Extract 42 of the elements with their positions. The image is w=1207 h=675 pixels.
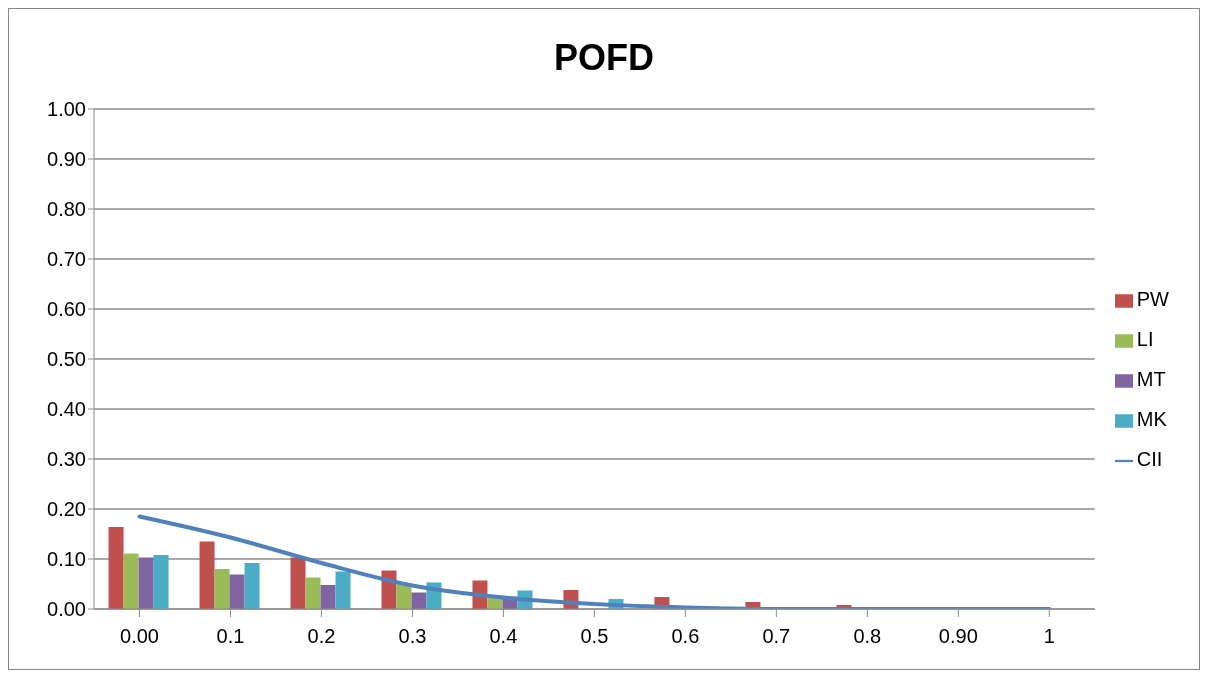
y-tick-label: 0.20 bbox=[47, 498, 86, 521]
bar bbox=[335, 571, 351, 609]
y-tick-label: 0.30 bbox=[47, 448, 86, 471]
x-tick-label: 0.1 bbox=[216, 625, 245, 648]
bar bbox=[305, 577, 321, 609]
bar bbox=[199, 541, 215, 609]
x-tick-label: 0.4 bbox=[489, 625, 518, 648]
bar bbox=[214, 569, 230, 609]
bar bbox=[290, 557, 306, 609]
bar bbox=[123, 553, 139, 609]
y-tick-label: 0.40 bbox=[47, 398, 86, 421]
y-tick-label: 0.60 bbox=[47, 298, 86, 321]
legend-label: PW bbox=[1136, 288, 1169, 310]
y-tick-label: 0.00 bbox=[47, 598, 86, 621]
x-tick-label: 0.3 bbox=[398, 625, 427, 648]
y-tick-label: 0.10 bbox=[47, 548, 86, 571]
legend-label: CII bbox=[1136, 448, 1163, 470]
x-tick-label: 0.7 bbox=[762, 625, 791, 648]
legend-label: MK bbox=[1136, 408, 1167, 430]
x-tick-label: 0.8 bbox=[853, 625, 882, 648]
bar bbox=[244, 563, 260, 609]
legend-label: MT bbox=[1136, 368, 1166, 390]
bar bbox=[153, 555, 169, 609]
bar bbox=[411, 592, 427, 609]
y-tick-label: 0.80 bbox=[47, 198, 86, 221]
x-tick-label: 0.5 bbox=[580, 625, 609, 648]
x-tick-label: 0.6 bbox=[671, 625, 700, 648]
y-tick-label: 0.90 bbox=[47, 148, 86, 171]
line-series bbox=[137, 514, 1052, 609]
y-tick-label: 0.70 bbox=[47, 248, 86, 271]
bar bbox=[138, 557, 154, 609]
bar bbox=[320, 585, 336, 609]
x-tick-label: 0.00 bbox=[120, 625, 159, 648]
bar bbox=[229, 574, 245, 609]
y-tick-label: 0.50 bbox=[47, 348, 86, 371]
bar bbox=[108, 527, 124, 609]
y-tick-label: 1.00 bbox=[47, 98, 86, 121]
x-tick-label: 0.2 bbox=[307, 625, 336, 648]
chart-title: POFD bbox=[553, 37, 655, 80]
x-tick-label: 0.90 bbox=[938, 625, 978, 648]
legend-label: LI bbox=[1136, 328, 1154, 350]
x-tick-label: 1 bbox=[1043, 625, 1055, 648]
